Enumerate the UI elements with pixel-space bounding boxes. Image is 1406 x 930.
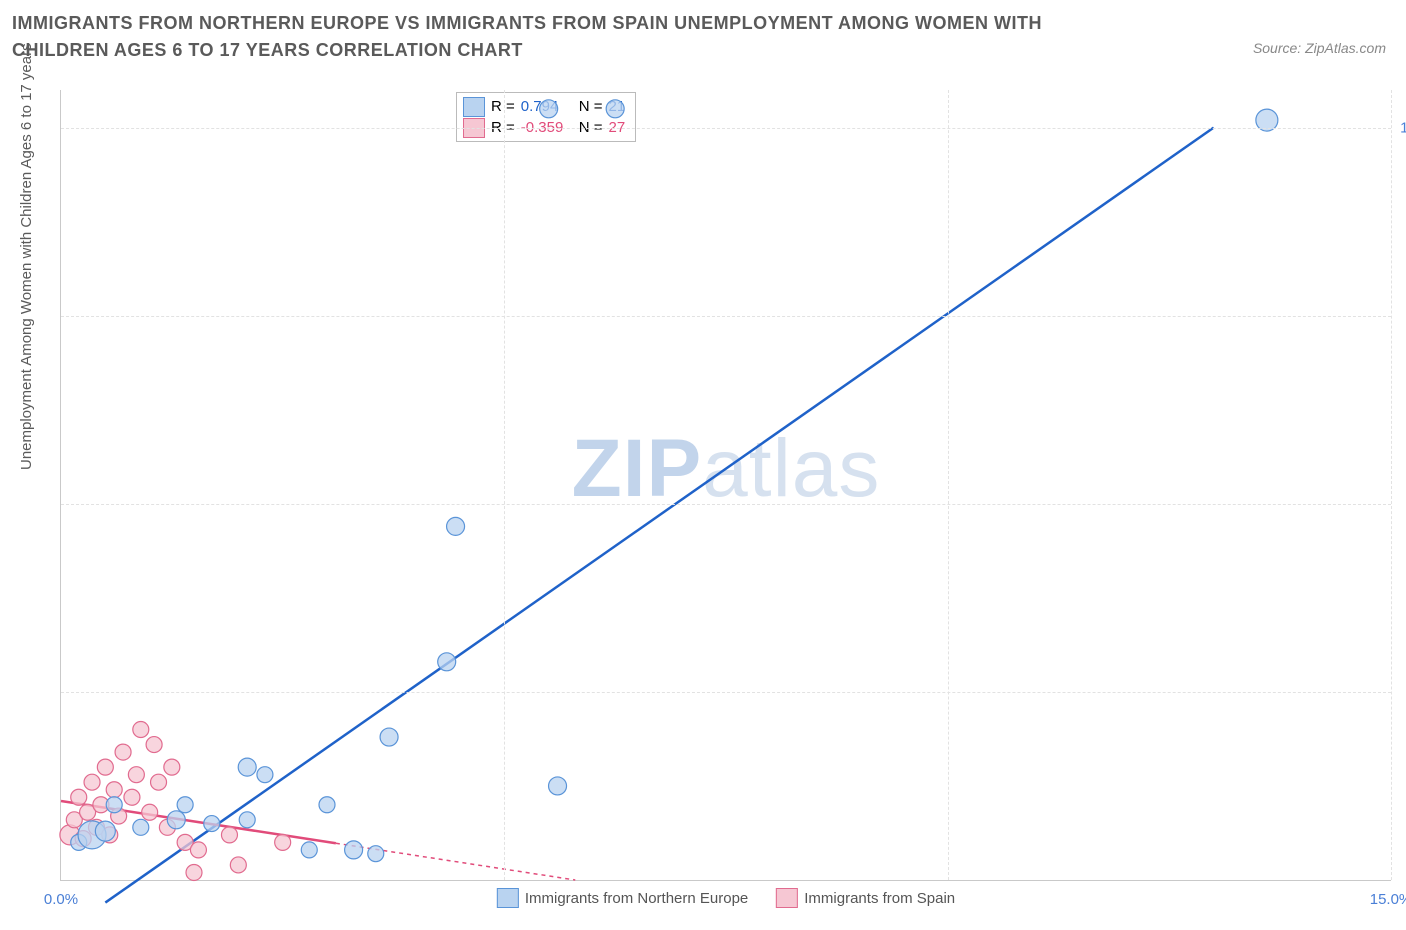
source-label: Source: ZipAtlas.com — [1253, 40, 1386, 56]
chart-svg — [61, 90, 1391, 880]
swatch-series2 — [776, 888, 798, 908]
grid-line-h — [61, 128, 1391, 129]
ytick-label: 100.0% — [1400, 119, 1406, 136]
xtick-label: 15.0% — [1370, 891, 1406, 908]
legend-label-series2: Immigrants from Spain — [804, 890, 955, 907]
grid-line-h — [61, 692, 1391, 693]
legend-bottom: Immigrants from Northern Europe Immigran… — [497, 888, 955, 908]
xtick-label: 0.0% — [44, 891, 78, 908]
legend-label-series1: Immigrants from Northern Europe — [525, 890, 748, 907]
grid-line-h — [61, 316, 1391, 317]
grid-line-h — [61, 504, 1391, 505]
plot-area: ZIPatlas R = 0.794 N = 21 R = -0.359 N =… — [60, 90, 1391, 881]
grid-line-v — [504, 90, 505, 880]
grid-line-v — [948, 90, 949, 880]
y-axis-label: Unemployment Among Women with Children A… — [18, 43, 35, 470]
chart-title: IMMIGRANTS FROM NORTHERN EUROPE VS IMMIG… — [12, 10, 1112, 64]
swatch-series1 — [497, 888, 519, 908]
grid-line-v — [1391, 90, 1392, 880]
legend-item-series1: Immigrants from Northern Europe — [497, 888, 748, 908]
legend-item-series2: Immigrants from Spain — [776, 888, 955, 908]
